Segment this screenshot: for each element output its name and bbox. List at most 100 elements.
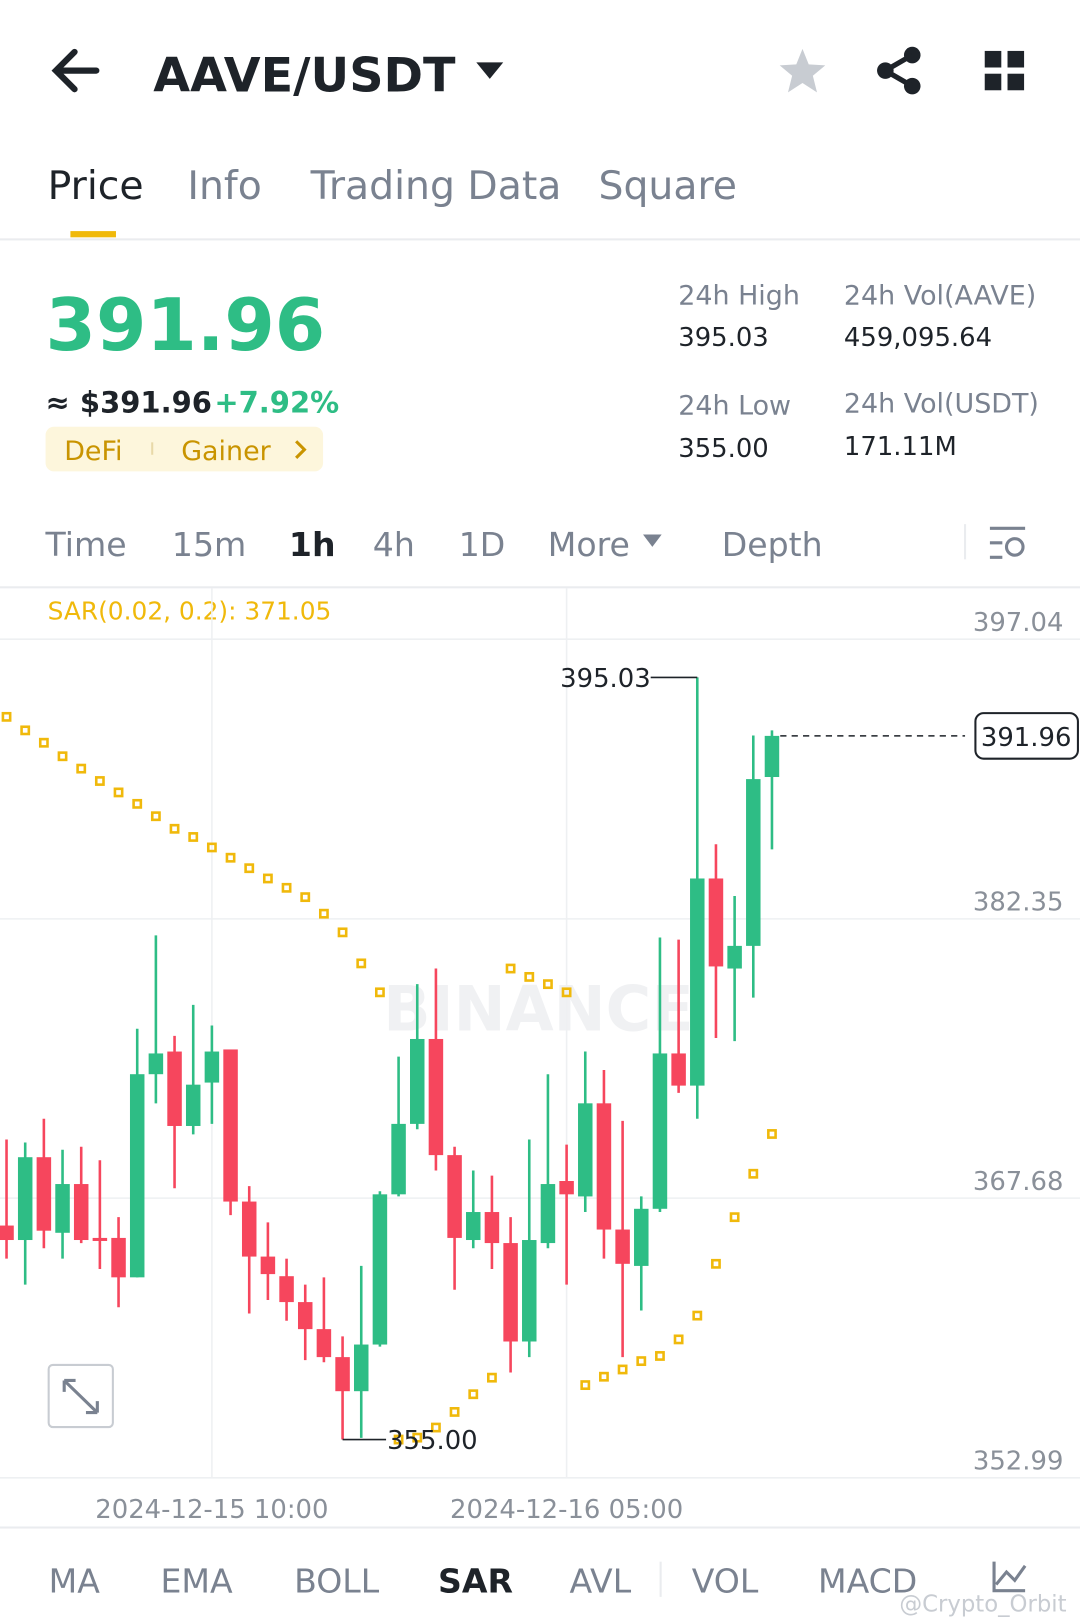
fullscreen-icon xyxy=(62,1378,99,1415)
stat-value: 459,095.64 xyxy=(844,323,992,353)
sar-dot xyxy=(487,1372,497,1383)
last-price-box xyxy=(974,712,1079,760)
watermark: BINANCE xyxy=(383,972,694,1045)
sar-dot xyxy=(748,1168,759,1179)
sar-dot xyxy=(113,787,124,798)
tab[interactable]: Trading Data xyxy=(310,163,562,209)
candle-body xyxy=(167,1051,182,1126)
sar-dot xyxy=(617,1364,628,1375)
sar-dot xyxy=(356,958,367,969)
grid-icon[interactable] xyxy=(984,50,1025,91)
candle-body xyxy=(316,1329,332,1358)
interval[interactable]: 1D xyxy=(459,525,506,564)
tab[interactable]: Price xyxy=(48,163,144,209)
sar-dot xyxy=(244,863,255,874)
indicator-tab[interactable]: EMA xyxy=(160,1562,233,1601)
candle-body xyxy=(0,1225,14,1241)
indicator-tab[interactable]: VOL xyxy=(692,1562,759,1601)
back-button[interactable] xyxy=(51,48,100,93)
candle-body xyxy=(241,1201,257,1257)
indicator-tab[interactable]: SAR xyxy=(438,1562,513,1601)
interval[interactable]: Depth xyxy=(722,525,823,564)
sar-dot xyxy=(57,751,68,762)
candle-body xyxy=(671,1053,686,1086)
sar-dot xyxy=(524,971,535,982)
sar-dot xyxy=(300,892,311,903)
candle-body xyxy=(391,1123,406,1195)
candle-body xyxy=(428,1038,444,1156)
sar-dot xyxy=(150,811,161,822)
indicator-tab[interactable]: MA xyxy=(49,1562,101,1601)
interval[interactable]: Time xyxy=(45,525,127,564)
tag[interactable]: Gainer xyxy=(181,436,271,467)
tab[interactable]: Square xyxy=(599,163,737,209)
favorite-icon[interactable] xyxy=(779,48,826,93)
candle-body xyxy=(727,945,742,969)
candle-body xyxy=(73,1184,89,1241)
candle-body xyxy=(559,1181,574,1195)
stat-value: 171.11M xyxy=(844,432,957,462)
stat-label: 24h Vol(AAVE) xyxy=(844,281,1036,312)
divider xyxy=(964,524,967,560)
sar-dot xyxy=(262,873,273,884)
divider xyxy=(0,1526,1080,1529)
pair-title[interactable]: AAVE/USDT xyxy=(153,48,456,103)
sar-dot xyxy=(1,711,12,722)
interval[interactable]: 4h xyxy=(373,525,415,564)
watermark: @Crypto_Orbit xyxy=(899,1591,1066,1617)
candle-body xyxy=(634,1208,649,1266)
indicator-tab[interactable]: MACD xyxy=(818,1562,917,1601)
stat-value: 395.03 xyxy=(678,323,769,353)
chart-settings-icon[interactable] xyxy=(989,526,1026,559)
tag[interactable]: DeFi xyxy=(64,436,122,467)
tag-box[interactable] xyxy=(45,426,324,472)
candle-body xyxy=(746,779,761,946)
annotation-label: 395.03 xyxy=(560,664,651,694)
more-dropdown[interactable] xyxy=(643,534,662,547)
sar-dot xyxy=(94,776,105,786)
indicator-tab[interactable]: BOLL xyxy=(294,1562,380,1601)
y-tick-label: 352.99 xyxy=(973,1447,1064,1477)
stat-value: 355.00 xyxy=(678,434,769,464)
candle-body xyxy=(372,1194,388,1345)
interval[interactable]: More xyxy=(548,525,630,564)
candle-body xyxy=(148,1053,164,1075)
sar-dot xyxy=(188,832,199,842)
last-price: 391.96 xyxy=(46,284,326,368)
y-tick-label: 382.35 xyxy=(973,888,1064,918)
interval[interactable]: 15m xyxy=(172,525,246,564)
candle-body xyxy=(596,1103,612,1230)
usd-price: ≈ $391.96 xyxy=(46,385,212,419)
interval[interactable]: 1h xyxy=(289,525,336,564)
indicator-settings-icon[interactable] xyxy=(992,1561,1027,1593)
candle-body xyxy=(764,735,780,778)
y-tick-label: 397.04 xyxy=(973,608,1064,638)
candle-body xyxy=(111,1237,126,1278)
candle-body xyxy=(36,1157,52,1231)
sar-dot xyxy=(692,1310,703,1321)
candle-body xyxy=(185,1084,201,1126)
sar-dot xyxy=(561,987,572,998)
sar-dot xyxy=(169,823,180,834)
pair-dropdown[interactable] xyxy=(476,62,504,79)
price-change: +7.92% xyxy=(214,385,339,419)
candle-body xyxy=(279,1276,294,1303)
tab-indicator xyxy=(70,231,116,238)
sar-dot xyxy=(206,842,217,853)
candle-body xyxy=(260,1256,276,1275)
candle-body xyxy=(129,1074,145,1278)
sar-dot xyxy=(337,927,348,938)
sar-dot xyxy=(225,852,236,863)
candle-body xyxy=(578,1103,593,1197)
candle-body xyxy=(540,1184,556,1244)
tag-separator xyxy=(151,442,154,455)
indicator-tab[interactable]: AVL xyxy=(570,1562,632,1601)
indicator-label: SAR(0.02, 0.2): 371.05 xyxy=(48,596,332,625)
candle-body xyxy=(466,1212,481,1241)
tab[interactable]: Info xyxy=(187,163,261,209)
stat-label: 24h Low xyxy=(678,390,791,421)
sar-dot xyxy=(543,979,553,990)
share-icon[interactable] xyxy=(877,46,921,95)
